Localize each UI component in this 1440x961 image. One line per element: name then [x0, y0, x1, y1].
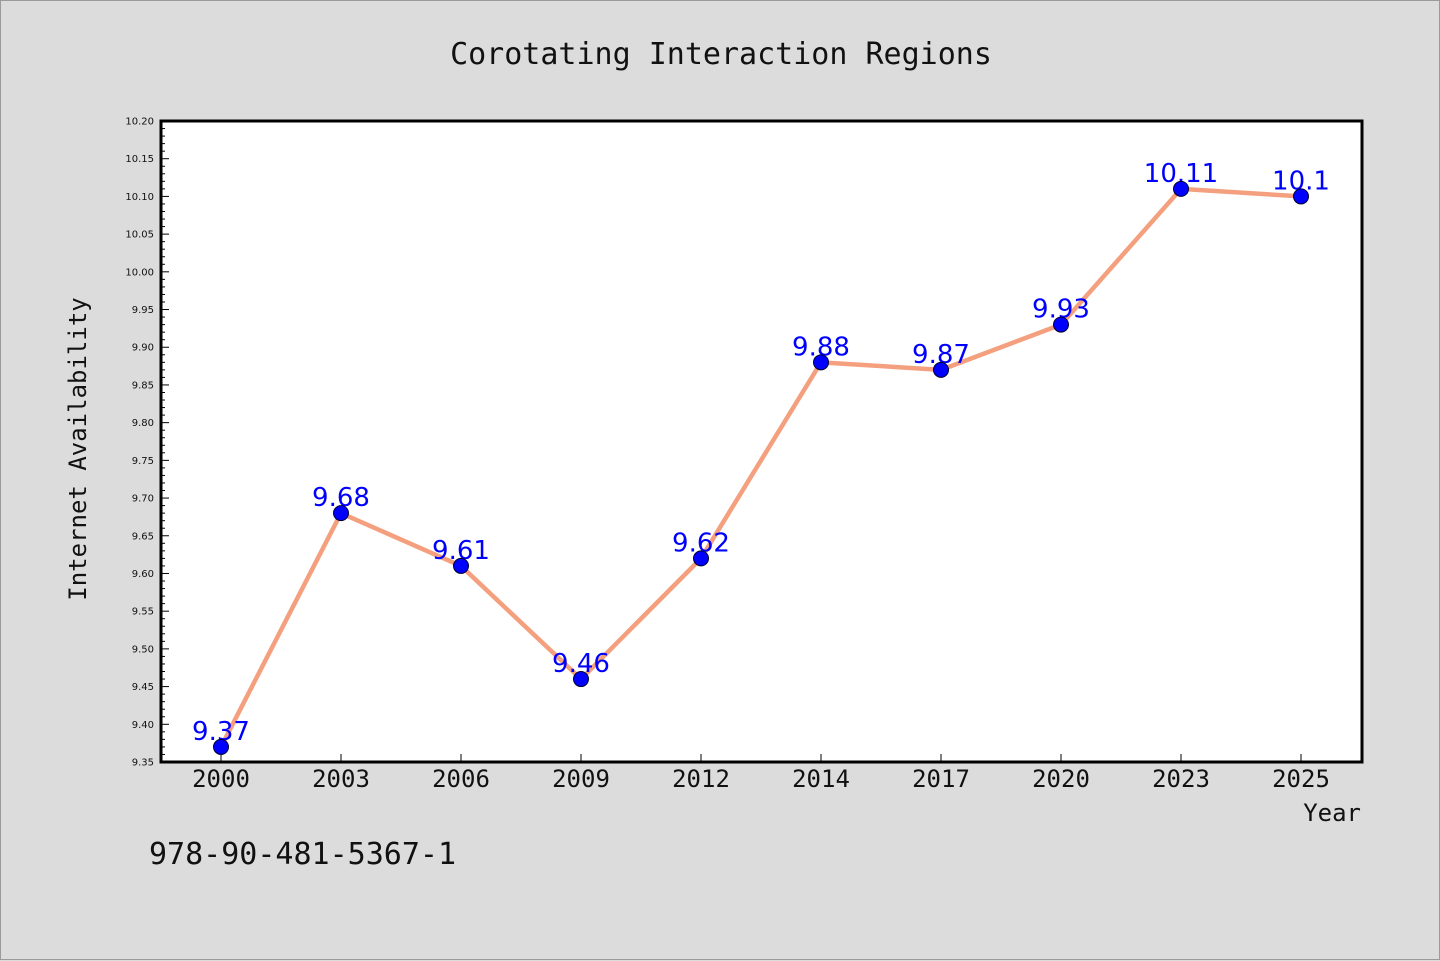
x-tick-label: 2017	[912, 765, 970, 793]
x-axis-label: Year	[1303, 799, 1361, 827]
plot-area	[159, 119, 1364, 764]
y-tick-label: 9.60	[132, 569, 154, 580]
y-axis-label: Internet Availability	[64, 297, 92, 600]
y-tick-label: 10.20	[125, 117, 154, 128]
y-tick-label: 9.70	[132, 494, 154, 505]
x-tick-label: 2020	[1032, 765, 1090, 793]
x-tick-label: 2000	[192, 765, 250, 793]
x-tick-label: 2006	[432, 765, 490, 793]
y-tick-label: 9.50	[132, 644, 154, 655]
y-axis: 9.35 9.40 9.45 9.50 9.55 9.60 9.65 9.70 9.75 9.80…	[125, 117, 169, 769]
y-tick-label: 9.75	[132, 456, 154, 467]
x-tick-label: 2025	[1272, 765, 1330, 793]
x-tick-label: 2012	[672, 765, 730, 793]
x-tick-label: 2023	[1152, 765, 1210, 793]
data-point	[213, 738, 229, 755]
y-tick-label: 10.05	[125, 230, 154, 241]
data-point	[573, 671, 589, 688]
y-tick-label: 9.90	[132, 343, 154, 354]
series-line	[218, 186, 1304, 750]
y-tick-label: 9.85	[132, 380, 154, 391]
y-tick-label: 9.80	[132, 418, 154, 429]
data-point	[933, 361, 949, 378]
data-point	[813, 354, 829, 371]
data-point	[1293, 188, 1309, 205]
data-point	[1173, 180, 1189, 197]
x-tick-label: 2009	[552, 765, 610, 793]
x-tick-label: 2003	[312, 765, 370, 793]
y-tick-label: 9.40	[132, 720, 154, 731]
isbn-text: 978-90-481-5367-1	[149, 837, 456, 872]
data-point	[1053, 316, 1069, 333]
y-tick-label: 10.10	[125, 192, 154, 203]
y-tick-label: 9.55	[132, 607, 154, 618]
y-tick-label: 9.65	[132, 531, 154, 542]
y-tick-label: 9.45	[132, 682, 154, 693]
y-tick-label: 10.15	[125, 154, 154, 165]
y-tick-label: 10.00	[125, 267, 154, 278]
data-point	[453, 557, 469, 574]
x-tick-label: 2014	[792, 765, 850, 793]
data-point	[333, 505, 349, 522]
y-tick-label: 9.95	[132, 305, 154, 316]
x-axis: 2000 2003 2006 2009 2012 2014 2017 2020 2023 2025	[192, 754, 1330, 793]
y-tick-label: 9.35	[132, 758, 154, 769]
chart-title: Corotating Interaction Regions	[450, 37, 992, 72]
data-point	[693, 550, 709, 567]
